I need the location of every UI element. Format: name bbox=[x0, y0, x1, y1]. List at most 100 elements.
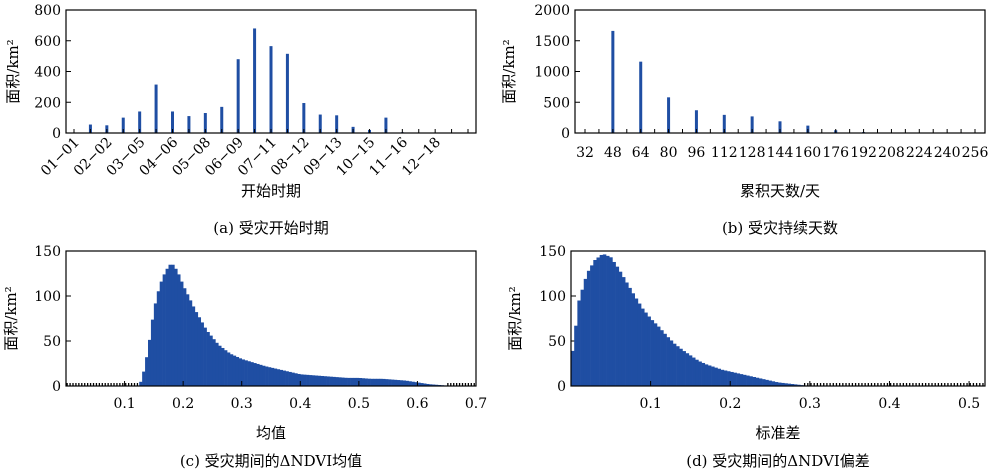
bar bbox=[583, 278, 588, 386]
baseline-bin bbox=[854, 383, 857, 386]
x-axis-label: 开始时期 bbox=[241, 182, 301, 200]
bar bbox=[722, 114, 726, 133]
baseline-bin bbox=[966, 383, 968, 386]
bar bbox=[391, 379, 395, 386]
baseline-bin bbox=[69, 383, 71, 386]
bar bbox=[580, 289, 585, 386]
baseline-bin bbox=[136, 383, 139, 386]
bar bbox=[574, 325, 578, 386]
bar bbox=[704, 364, 709, 386]
bar bbox=[750, 116, 754, 133]
bar bbox=[768, 380, 772, 386]
baseline-bin bbox=[867, 383, 869, 386]
bar bbox=[420, 383, 424, 386]
baseline-bin bbox=[921, 383, 924, 386]
x-tick-label: 32 bbox=[576, 145, 594, 161]
bar bbox=[609, 257, 613, 386]
chart-panel-b: 0 500 1000 1500 2000 面积/km² 累积天数/天 (b) 受灾持续天数 32… bbox=[500, 3, 988, 237]
x-tick-label: 240 bbox=[934, 145, 961, 161]
bar bbox=[432, 384, 436, 386]
bar bbox=[790, 384, 795, 386]
bar bbox=[218, 345, 222, 386]
chart-caption: (d) 受灾期间的ΔNDVI偏差 bbox=[686, 452, 870, 470]
baseline-bin bbox=[473, 383, 475, 386]
bar bbox=[755, 377, 760, 386]
bar bbox=[596, 257, 600, 386]
baseline-bin bbox=[130, 383, 133, 386]
bar bbox=[323, 376, 327, 386]
x-tick-label: 0.4 bbox=[878, 396, 900, 412]
baseline-bin bbox=[75, 383, 77, 386]
baseline-bin bbox=[928, 383, 930, 386]
baseline-bin bbox=[969, 383, 971, 386]
baseline-bin bbox=[842, 383, 844, 386]
x-tick-label: 144 bbox=[767, 145, 794, 161]
baseline-bin bbox=[979, 383, 981, 386]
x-tick-label: 112 bbox=[711, 145, 738, 161]
bar bbox=[335, 115, 339, 133]
y-tick-label: 1000 bbox=[534, 65, 570, 81]
chart-caption: (c) 受灾期间的ΔNDVI均值 bbox=[180, 452, 362, 470]
bar bbox=[577, 300, 581, 386]
baseline-bin bbox=[461, 383, 464, 386]
bar bbox=[189, 300, 193, 386]
y-tick-label: 400 bbox=[34, 65, 61, 81]
bar bbox=[644, 312, 648, 386]
bar bbox=[171, 264, 175, 386]
baseline-bin bbox=[889, 383, 892, 386]
bar bbox=[209, 335, 213, 386]
baseline-bin bbox=[883, 383, 885, 386]
bar bbox=[309, 375, 313, 386]
bar bbox=[139, 381, 143, 386]
bar bbox=[762, 379, 766, 386]
bar bbox=[221, 347, 225, 386]
baseline-bin bbox=[807, 383, 809, 386]
baseline-bin bbox=[902, 383, 904, 386]
bar bbox=[414, 382, 418, 386]
bar bbox=[282, 370, 286, 386]
bar bbox=[653, 323, 658, 386]
baseline-bin bbox=[810, 383, 812, 386]
bar bbox=[285, 371, 289, 386]
bar bbox=[244, 360, 248, 386]
y-tick-label: 600 bbox=[34, 34, 61, 50]
bar bbox=[650, 320, 655, 386]
baseline-bin bbox=[816, 383, 819, 386]
bar bbox=[265, 366, 269, 386]
bar bbox=[669, 340, 674, 386]
bar bbox=[429, 384, 433, 386]
baseline-bin bbox=[813, 383, 815, 386]
bar bbox=[615, 266, 620, 386]
bar bbox=[153, 303, 158, 386]
baseline-bin bbox=[915, 383, 917, 386]
bar bbox=[730, 371, 734, 386]
y-tick-label: 0 bbox=[52, 126, 61, 142]
x-tick-label: 0.1 bbox=[639, 396, 661, 412]
bar bbox=[571, 350, 575, 386]
baseline-bin bbox=[98, 383, 101, 386]
bar bbox=[612, 261, 616, 386]
bar bbox=[187, 116, 191, 133]
bar bbox=[602, 254, 607, 386]
bar bbox=[367, 378, 371, 386]
bar bbox=[159, 281, 163, 386]
bar bbox=[736, 373, 741, 386]
x-axis-label: 均值 bbox=[256, 424, 286, 442]
bar bbox=[781, 382, 785, 386]
baseline-bin bbox=[861, 383, 863, 386]
bar bbox=[765, 379, 769, 386]
bar bbox=[165, 268, 169, 386]
baseline-bin bbox=[832, 383, 834, 386]
y-tick-label: 0 bbox=[557, 379, 566, 395]
baseline-bin bbox=[81, 383, 83, 386]
baseline-bin bbox=[66, 383, 68, 386]
bar bbox=[394, 379, 398, 386]
bar bbox=[385, 379, 389, 386]
baseline-bin bbox=[819, 383, 822, 386]
baseline-bin bbox=[470, 383, 472, 386]
baseline-bin bbox=[874, 383, 876, 386]
bar bbox=[341, 377, 345, 386]
bar bbox=[711, 366, 715, 386]
y-tick-label: 500 bbox=[543, 95, 570, 111]
